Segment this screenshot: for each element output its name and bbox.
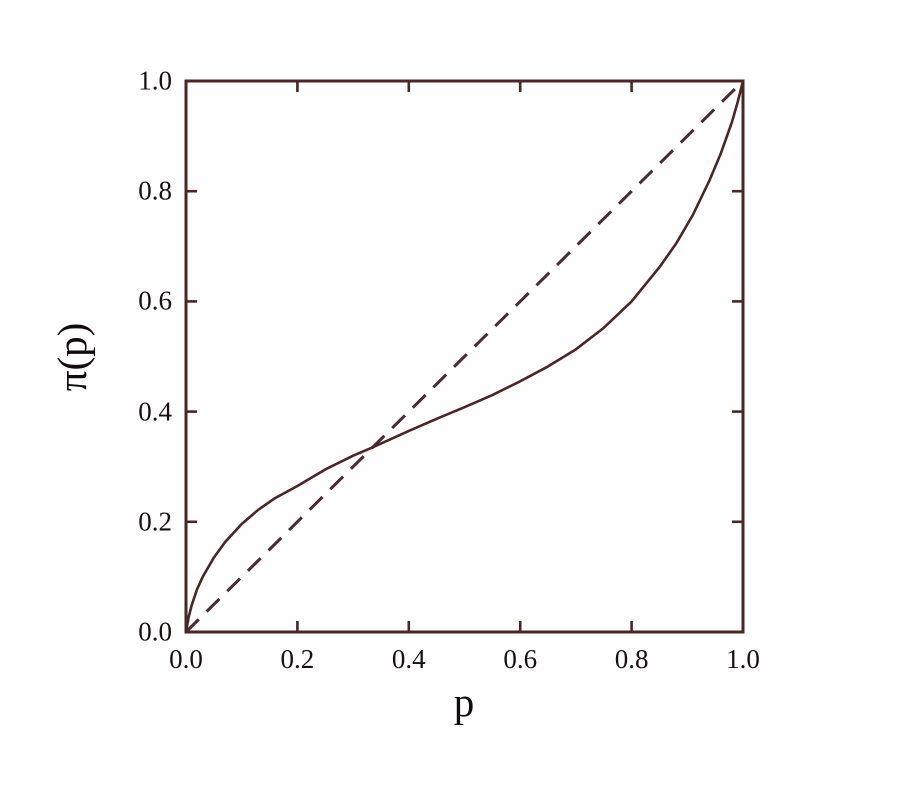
y-tick-label: 0.8 [138,175,172,206]
x-tick-label: 1.0 [726,644,760,674]
axes-frame [184,79,745,634]
weighting-function-curve [184,79,745,634]
y-axis-title: π(p) [49,322,95,392]
y-tick-label: 0.2 [138,506,172,537]
plot-frame-box [184,79,745,634]
y-tick-label: 0.0 [138,616,172,647]
x-axis-title: p [453,679,475,725]
x-tick-label: 0.4 [391,644,426,674]
y-tick-label: 1.0 [138,65,172,96]
identity-diagonal-line [184,79,745,634]
x-tick-label: 0.0 [169,644,203,674]
x-tick-label: 0.6 [503,644,538,674]
y-tick-label: 0.4 [138,396,172,427]
y-axis-ticks [186,189,743,524]
x-tick-label: 0.8 [614,644,649,674]
y-tick-label: 0.6 [138,285,172,316]
x-axis-ticks [296,81,633,632]
x-tick-label: 0.2 [280,644,315,674]
